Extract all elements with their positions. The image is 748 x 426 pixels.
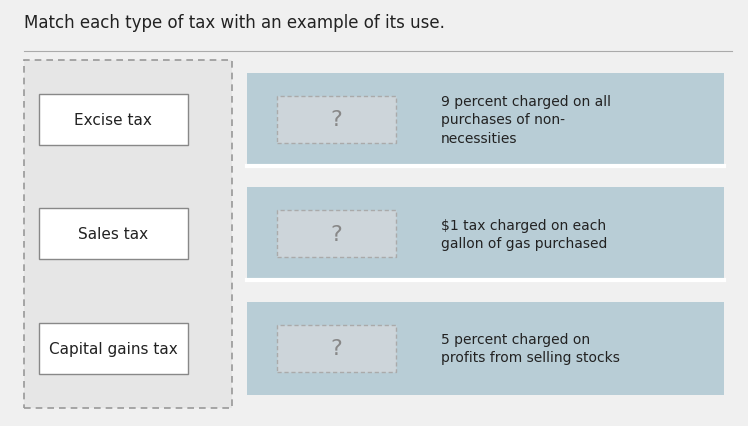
Text: Match each type of tax with an example of its use.: Match each type of tax with an example o…	[24, 14, 444, 32]
Text: $1 tax charged on each
gallon of gas purchased: $1 tax charged on each gallon of gas pur…	[441, 218, 607, 250]
FancyBboxPatch shape	[248, 187, 724, 281]
Text: Sales tax: Sales tax	[78, 227, 148, 242]
FancyBboxPatch shape	[248, 302, 724, 395]
FancyBboxPatch shape	[24, 60, 233, 408]
Text: ?: ?	[331, 338, 343, 358]
Text: 5 percent charged on
profits from selling stocks: 5 percent charged on profits from sellin…	[441, 332, 620, 365]
FancyBboxPatch shape	[277, 325, 396, 372]
Text: Capital gains tax: Capital gains tax	[49, 341, 177, 356]
Text: ?: ?	[331, 224, 343, 244]
Text: 9 percent charged on all
purchases of non-
necessities: 9 percent charged on all purchases of no…	[441, 95, 611, 145]
FancyBboxPatch shape	[277, 97, 396, 143]
FancyBboxPatch shape	[39, 209, 188, 259]
FancyBboxPatch shape	[39, 323, 188, 374]
FancyBboxPatch shape	[248, 73, 724, 167]
Text: Excise tax: Excise tax	[74, 112, 152, 127]
FancyBboxPatch shape	[277, 211, 396, 257]
Text: ?: ?	[331, 110, 343, 130]
FancyBboxPatch shape	[39, 95, 188, 145]
